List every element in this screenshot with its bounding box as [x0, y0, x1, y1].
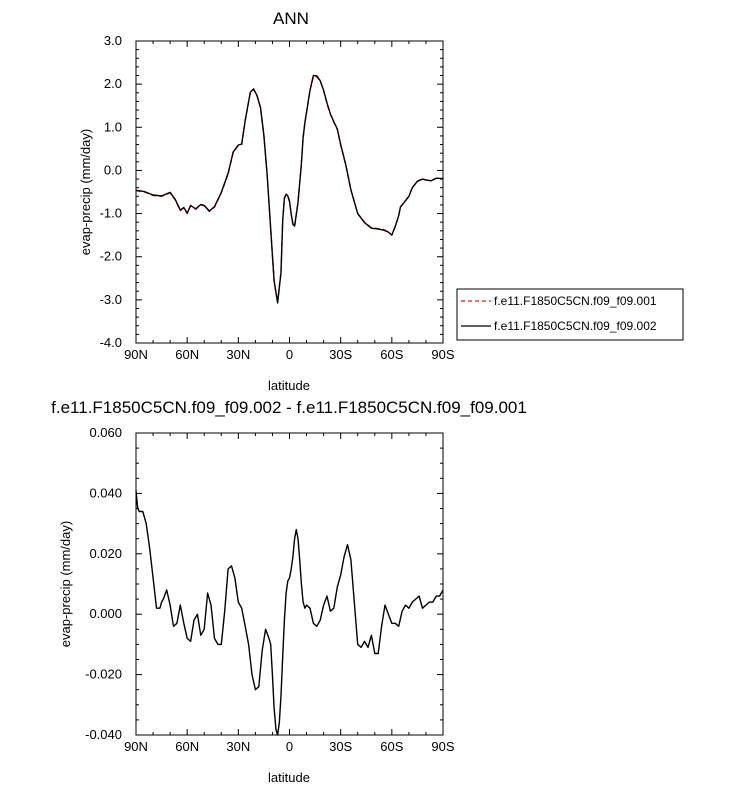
bottom-x-tick-label: 60S: [380, 739, 403, 754]
legend-box: [456, 288, 684, 341]
top-x-tick-label: 60N: [175, 347, 199, 362]
bottom-x-tick-label: 30S: [329, 739, 352, 754]
top-panel: ANN 90N 60N 30N 0 30S 60S 90S 3.0 2.0 1.0 0.0 -1.0 -…: [78, 9, 455, 393]
bottom-x-tick-label: 0: [286, 739, 293, 754]
bottom-ticks: 90N 60N 30N 0 30S 60S 90S 0.060 0.040 0.020 0.000 -…: [85, 425, 455, 754]
top-ticks: 90N 60N 30N 0 30S 60S 90S 3.0 2.0 1.0 0.0 -1.0 -2.0 -…: [100, 33, 455, 362]
bottom-y-tick-label: 0.020: [89, 546, 122, 561]
bottom-y-tick-label: 0.060: [89, 425, 122, 440]
top-x-tick-label: 90S: [431, 347, 454, 362]
top-y-tick-label: 0.0: [104, 162, 122, 177]
top-y-tick-label: 3.0: [104, 33, 122, 48]
bottom-plot-frame: [135, 432, 444, 736]
top-series-lines: [135, 74, 444, 304]
bottom-xlabel: latitude: [268, 770, 310, 785]
bottom-x-tick-label: 90N: [124, 739, 148, 754]
top-y-tick-label: -2.0: [100, 249, 122, 264]
bottom-y-tick-label: -0.040: [85, 727, 122, 742]
top-title: ANN: [273, 9, 309, 28]
top-series-line-1: [135, 74, 444, 304]
top-xlabel: latitude: [268, 378, 310, 393]
top-y-tick-label: -3.0: [100, 292, 122, 307]
legend: f.e11.F1850C5CN.f09_f09.001 f.e11.F1850C…: [456, 288, 684, 341]
bottom-x-tick-label: 30N: [226, 739, 250, 754]
bottom-y-tick-label: -0.020: [85, 667, 122, 682]
top-x-tick-label: 90N: [124, 347, 148, 362]
bottom-panel: f.e11.F1850C5CN.f09_f09.002 - f.e11.F185…: [51, 398, 527, 785]
top-ylabel: evap-precip (mm/day): [78, 129, 93, 255]
top-x-tick-label: 0: [286, 347, 293, 362]
top-x-tick-label: 30N: [226, 347, 250, 362]
top-x-tick-label: 30S: [329, 347, 352, 362]
top-y-tick-label: -4.0: [100, 335, 122, 350]
bottom-series-lines: [135, 490, 444, 736]
bottom-ylabel: evap-precip (mm/day): [58, 521, 73, 647]
top-y-tick-label: -1.0: [100, 206, 122, 221]
legend-label-002: f.e11.F1850C5CN.f09_f09.002: [494, 319, 657, 333]
legend-label-001: f.e11.F1850C5CN.f09_f09.001: [494, 294, 657, 308]
bottom-x-tick-label: 90S: [431, 739, 454, 754]
top-plot-frame: [135, 40, 444, 344]
bottom-series-line-0: [135, 490, 444, 736]
top-series-line-0: [135, 75, 444, 303]
bottom-y-tick-label: 0.000: [89, 606, 122, 621]
top-y-tick-label: 1.0: [104, 119, 122, 134]
top-y-tick-label: 2.0: [104, 76, 122, 91]
bottom-title: f.e11.F1850C5CN.f09_f09.002 - f.e11.F185…: [51, 398, 527, 417]
top-x-tick-label: 60S: [380, 347, 403, 362]
bottom-y-tick-label: 0.040: [89, 485, 122, 500]
bottom-x-tick-label: 60N: [175, 739, 199, 754]
